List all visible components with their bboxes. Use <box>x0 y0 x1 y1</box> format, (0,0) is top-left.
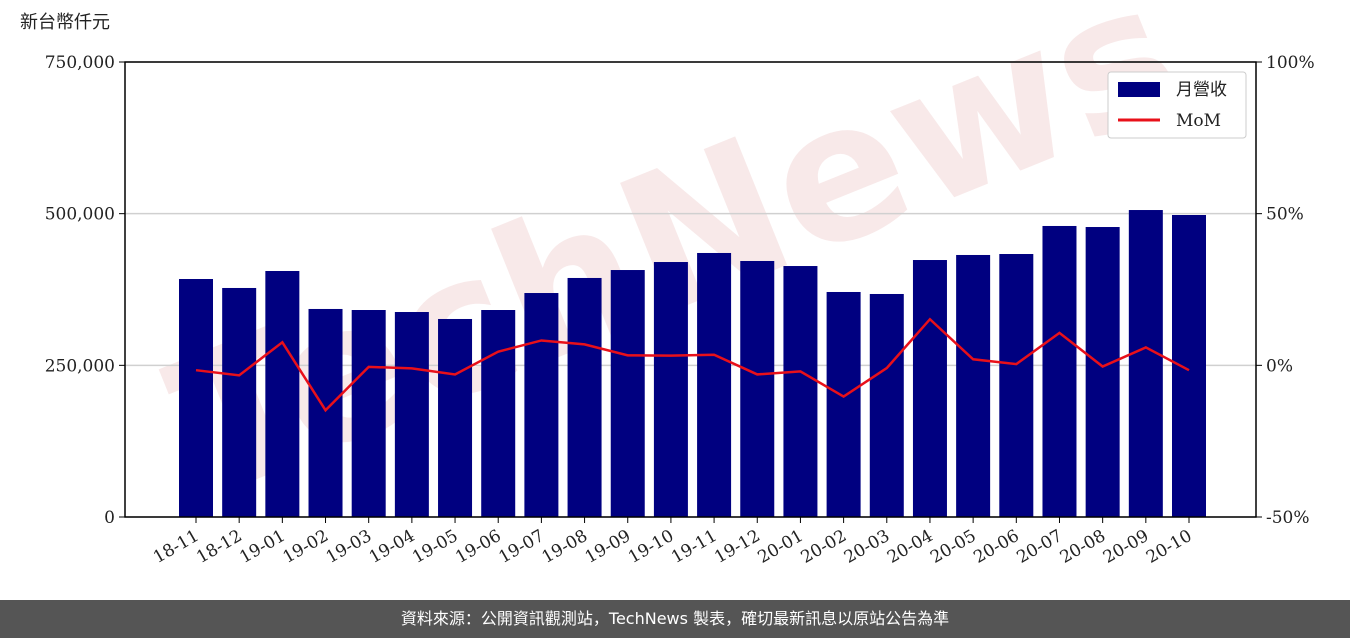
bar <box>394 312 429 517</box>
bar <box>179 279 213 517</box>
y-tick-label: 500,000 <box>45 205 115 225</box>
y-tick-label: 750,000 <box>45 53 115 73</box>
x-tick-label: 19-08 <box>539 526 591 568</box>
x-tick-label: 19-04 <box>366 526 418 568</box>
chart: 新台幣仟元 TechNews 0250,000500,000750,000-50… <box>20 0 1315 568</box>
bar <box>222 287 257 517</box>
plot-frame <box>124 61 1257 518</box>
mom-line <box>195 317 1190 413</box>
bar <box>1042 225 1077 517</box>
y-axis-label: 新台幣仟元 <box>20 12 110 33</box>
bar <box>653 262 688 517</box>
bar <box>912 260 947 517</box>
x-tick-label: 19-07 <box>495 526 547 568</box>
x-tick-label: 19-12 <box>711 526 763 568</box>
x-tick-label: 20-03 <box>841 526 893 568</box>
y2-tick-label: 100% <box>1266 53 1315 73</box>
y2-tick-label: -50% <box>1266 508 1310 528</box>
bar <box>783 266 818 517</box>
x-tick-label: 20-06 <box>970 526 1022 568</box>
bar <box>1172 215 1206 517</box>
bar <box>524 293 559 517</box>
bar <box>481 310 516 517</box>
x-tick-label: 18-11 <box>150 526 202 568</box>
legend-swatch <box>1118 82 1160 97</box>
y2-tick-label: 0% <box>1266 356 1293 376</box>
x-tick-label: 19-02 <box>280 526 332 568</box>
bar <box>956 254 991 518</box>
y-tick-label: 0 <box>104 508 115 528</box>
footer: 資料來源：公開資訊觀測站，TechNews 製表，確切最新訊息以原站公告為準 <box>0 600 1350 638</box>
x-tick-label: 18-12 <box>193 526 245 568</box>
x-tick-label: 19-05 <box>409 526 461 568</box>
bar <box>826 291 861 517</box>
bar <box>567 277 602 517</box>
bar <box>351 310 386 517</box>
x-tick-label: 19-11 <box>668 526 720 568</box>
x-tick-label: 20-09 <box>1100 526 1152 568</box>
bar <box>1128 210 1163 517</box>
x-tick-label: 19-06 <box>452 526 504 568</box>
x-tick-label: 20-05 <box>927 526 979 568</box>
bar <box>740 260 775 517</box>
bar <box>438 318 473 517</box>
bar <box>869 293 904 517</box>
bar <box>697 252 732 517</box>
x-tick-label: 20-02 <box>798 526 850 568</box>
x-tick-label: 19-03 <box>323 526 375 568</box>
y2-tick-label: 50% <box>1266 205 1304 225</box>
x-tick-label: 19-10 <box>625 526 677 568</box>
y-tick-label: 250,000 <box>45 356 115 376</box>
x-tick-label: 20-01 <box>754 526 806 568</box>
bar <box>1085 227 1120 517</box>
legend-label: MoM <box>1176 111 1221 131</box>
legend-label: 月營收 <box>1176 80 1227 100</box>
x-tick-label: 20-07 <box>1014 526 1066 568</box>
x-tick-label: 20-04 <box>884 526 936 568</box>
x-tick-label: 19-09 <box>582 526 634 568</box>
bar <box>610 270 645 517</box>
bar <box>999 254 1034 517</box>
x-tick-label: 20-10 <box>1143 526 1195 568</box>
bar <box>308 308 343 517</box>
bar <box>265 270 300 517</box>
x-tick-label: 20-08 <box>1057 526 1109 568</box>
